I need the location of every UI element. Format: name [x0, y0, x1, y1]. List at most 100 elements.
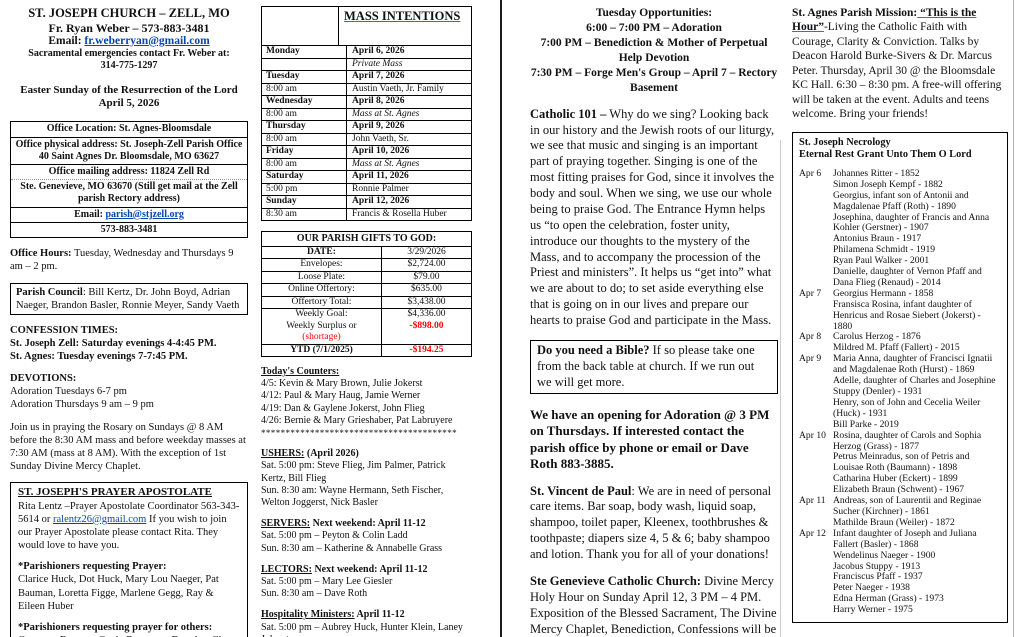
necrology-row: Harry Werner - 1975	[833, 604, 913, 616]
mass-intentions-row: Sunday April 12, 2026	[262, 196, 471, 209]
necrology-row: Philamena Schmidt - 1919	[833, 244, 936, 256]
lectors-title: LECTORS:	[261, 563, 312, 575]
necrology-row: Josephina, daughter of Francis and Anna …	[833, 211, 990, 234]
necrology-row: Apr 10 Rosina, daughter of Carols and So…	[799, 429, 982, 452]
necrology-row: Apr 8 Carolus Herzog - 1876	[799, 331, 921, 343]
devotions-line-1: Adoration Tuesdays 6-7 pm	[10, 386, 127, 398]
parish-mission-paragraph: St. Agnes Parish Mission: “This is the H…	[792, 7, 1002, 121]
office-location-row: Office Location: St. Agnes-Bloomsdale	[11, 122, 247, 138]
lectors-line: Sat. 5:00 pm – Mary Lee Giesler	[261, 576, 393, 588]
lectors-section: LECTORS: Next weekend: April 11-12 Sat. …	[261, 564, 472, 601]
necrology-row: Henry, son of John and Cecelia Weiler (H…	[833, 396, 981, 419]
svdp-label: St. Vincent de Paul	[530, 483, 632, 498]
ste-genevieve-label: Ste Genevieve Catholic Church:	[530, 573, 701, 588]
parish-gifts-row: Offertory Total: $3,438.00	[262, 296, 471, 309]
surplus-value: -$898.00	[409, 320, 444, 331]
hospitality-line: Sat. 5:00 pm – Aubrey Huck, Hunter Klein…	[261, 621, 463, 637]
necrology-title: St. Joseph Necrology	[799, 136, 891, 148]
tuesday-line-forge: 7:30 PM – Forge Men's Group – April 7 – …	[530, 66, 778, 94]
office-hours-text: Tuesday, Wednesday and Thursdays 9 am – …	[10, 247, 234, 272]
counters-line: 4/5: Kevin & Mary Brown, Julie Jokerst	[261, 378, 423, 390]
svdp-paragraph: St. Vincent de Paul: We are in need of p…	[530, 483, 772, 562]
bible-offer-box: Do you need a Bible? If so please take o…	[530, 339, 778, 394]
necrology-subtitle: Eternal Rest Grant Unto Them O Lord	[799, 149, 972, 161]
parish-council-names: : Bill Kertz, Dr. John Boyd, Adrian Naeg…	[16, 286, 240, 311]
pastor-email-link[interactable]: fr.weberryan@gmail.com	[84, 34, 210, 47]
servers-title: SERVERS:	[261, 518, 311, 530]
prayer-apostolate-box: ST. JOSEPH'S PRAYER APOSTOLATE Rita Lent…	[10, 482, 248, 637]
ytd-row: YTD (7/1/2025) -$194.25	[262, 344, 471, 356]
weekly-surplus-row: Weekly Surplus or (shortage) -$898.00	[262, 320, 471, 345]
necrology-row: Wendelinus Naeger - 1900	[833, 549, 936, 561]
confession-line-agnes: St. Agnes: Tuesday evenings 7-7:45 PM.	[10, 351, 188, 363]
prayer-apostolate-intro: Rita Lentz –Prayer Apostolate Coordinato…	[18, 500, 240, 552]
email-label: Email:	[48, 34, 82, 47]
servers-section: SERVERS: Next weekend: April 11-12 Sat. …	[261, 518, 472, 555]
parish-gifts-row: Weekly Goal: $4,336.00	[262, 309, 471, 321]
necrology-row: Peter Naeger - 1938	[833, 582, 910, 594]
parish-council-box: Parish Council: Bill Kertz, Dr. John Boy…	[10, 282, 248, 315]
tuesday-line-adoration: 6:00 – 7:00 PM – Adoration	[586, 21, 722, 34]
necrology-row: Simon Joseph Kempf - 1882	[833, 178, 943, 190]
prayer-apostolate-title: ST. JOSEPH'S PRAYER APOSTOLATE	[18, 486, 212, 499]
lectors-lines: Sat. 5:00 pm – Mary Lee Giesler Sun. 8:30…	[261, 576, 472, 600]
necrology-row: Apr 12 Infant daughter of Joseph and Jul…	[799, 527, 977, 550]
office-mailing-row-1: Office mailing address: 11824 Zell Rd	[11, 165, 247, 181]
catholic-101-paragraph: Catholic 101 – Why do we sing? Looking b…	[530, 106, 775, 327]
mass-intentions-row: Saturday April 11, 2026	[262, 171, 471, 184]
necrology-row: Jacobus Stuppy - 1913	[833, 560, 921, 572]
mass-intentions-row: 8:00 am Austin Vaeth, Jr. Family	[262, 83, 471, 96]
mass-intentions-row: Friday April 10, 2026	[262, 146, 471, 159]
surplus-label-line2: (shortage)	[302, 332, 341, 342]
emergency-contact-text: Sacramental emergencies contact Fr. Webe…	[28, 48, 230, 60]
feast-title: Easter Sunday of the Resurrection of the…	[20, 84, 238, 97]
mass-intentions-table: MASS INTENTIONS Monday April 6, 2026 Pri…	[261, 6, 472, 221]
necrology-row: Elizabeth Braun (Schwent) - 1967	[833, 484, 965, 496]
catholic-101-label: Catholic 101 –	[530, 106, 607, 121]
office-mailing-row-2: Ste. Genevieve, MO 63670 (Still get mail…	[11, 180, 247, 208]
right-edge-line	[1013, 0, 1014, 637]
counters-section: Today's Counters: 4/5: Kevin & Mary Brow…	[261, 366, 472, 439]
parish-gifts-rows: DATE: 3/29/2026 Envelopes: $2,724.00 Loo…	[262, 246, 471, 321]
mass-intentions-row: Wednesday April 8, 2026	[262, 96, 471, 109]
feast-header: Easter Sunday of the Resurrection of the…	[10, 84, 248, 110]
servers-line: Sat. 5:00 pm – Peyton & Colin Ladd	[261, 530, 408, 542]
ytd-value: -$194.25	[409, 344, 444, 355]
mass-intentions-row: Tuesday April 7, 2026	[262, 71, 471, 84]
mass-intentions-rows: Monday April 6, 2026 Private Mass Tuesda…	[262, 46, 471, 220]
necrology-row: Mildred M. Pfaff (Fallert) - 2015	[833, 342, 960, 354]
column-schedules: MASS INTENTIONS Monday April 6, 2026 Pri…	[261, 6, 472, 637]
rosary-paragraph: Join us in praying the Rosary on Sundays…	[10, 421, 246, 472]
parish-gifts-row: Loose Plate: $79.00	[262, 271, 471, 284]
column-announcements: Tuesday Opportunities: 6:00 – 7:00 PM – …	[530, 6, 778, 637]
office-hours: Office Hours: Tuesday, Wednesday and Thu…	[10, 248, 248, 274]
counters-lines: 4/5: Kevin & Mary Brown, Julie Jokerst 4/…	[261, 378, 472, 427]
mass-intentions-row: 5:00 pm Ronnie Palmer	[262, 183, 471, 196]
requesting-prayer-names: Clarice Huck, Dot Huck, Mary Lou Naeger,…	[18, 574, 219, 612]
servers-lines: Sat. 5:00 pm – Peyton & Colin Ladd Sun. 8…	[261, 530, 472, 554]
prayer-for-others-group: *Parishioners requesting prayer for othe…	[18, 621, 240, 637]
office-email-link[interactable]: parish@stjzell.org	[105, 208, 184, 220]
requesting-prayer-group: *Parishioners requesting Prayer: Clarice…	[18, 560, 240, 613]
office-email-row: Email: parish@stjzell.org	[11, 208, 247, 223]
necrology-row: Petrus Meinradus, son of Petris and Loui…	[833, 451, 970, 474]
ste-genevieve-paragraph: Ste Genevieve Catholic Church: Divine Me…	[530, 573, 777, 636]
adoration-opening-paragraph: We have an opening for Adoration @ 3 PM …	[530, 406, 770, 472]
confession-title: CONFESSION TIMES:	[10, 324, 119, 336]
parish-gifts-row: Envelopes: $2,724.00	[262, 259, 471, 272]
necrology-row: Edna Herman (Grass) - 1973	[833, 593, 944, 605]
mass-intentions-title: MASS INTENTIONS	[344, 9, 461, 23]
mass-intentions-header: MASS INTENTIONS	[262, 7, 471, 46]
parish-gifts-title: OUR PARISH GIFTS TO GOD:	[262, 232, 471, 247]
servers-line: Sun. 8:30 am – Katherine & Annabelle Gra…	[261, 542, 443, 554]
necrology-row: Ryan Paul Walker - 2001	[833, 255, 930, 267]
column-mission-necrology: St. Agnes Parish Mission: “This is the H…	[792, 6, 1008, 624]
office-email-label: Email:	[74, 208, 103, 220]
apostolate-email-link[interactable]: ralentz26@gmail.com	[53, 513, 147, 525]
requesting-prayer-title: *Parishioners requesting Prayer:	[18, 561, 167, 573]
asterisk-divider: ****************************************	[261, 428, 457, 439]
parish-mission-label: St. Agnes Parish Mission:	[792, 7, 918, 19]
counters-line: 4/19: Dan & Gaylene Jokerst, John Flieg	[261, 402, 425, 414]
tuesday-title: Tuesday Opportunities:	[595, 7, 713, 19]
necrology-row: Apr 6 Johannes Ritter - 1852	[799, 167, 920, 179]
